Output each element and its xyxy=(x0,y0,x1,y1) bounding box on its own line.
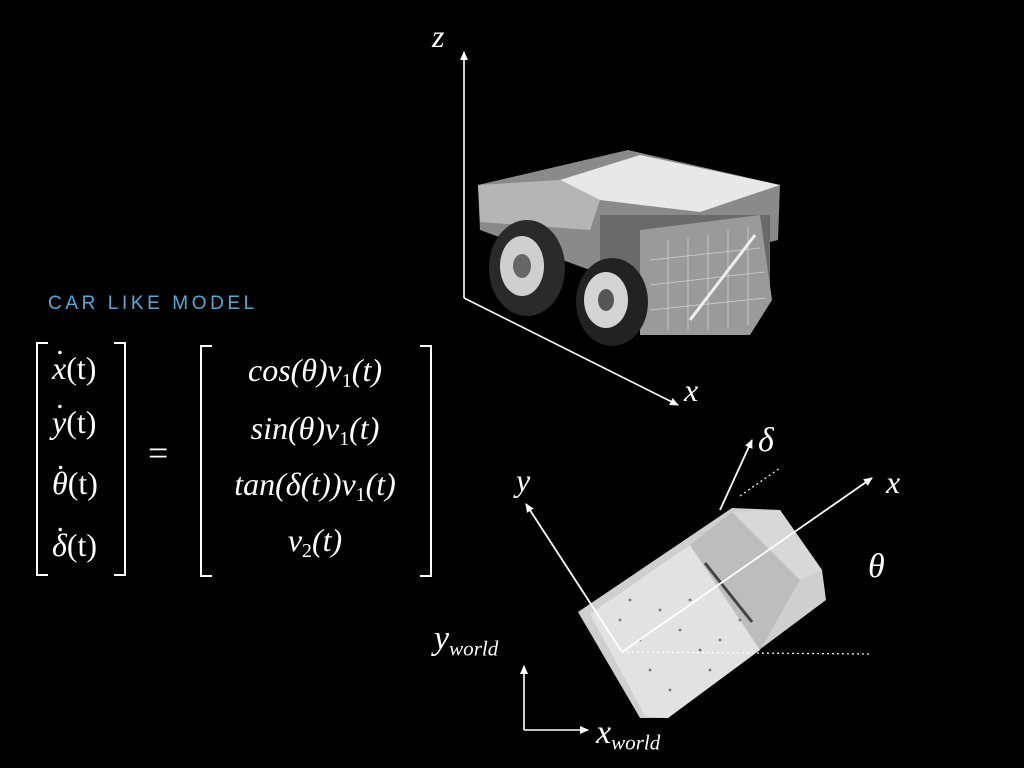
x-axis-3d xyxy=(463,297,679,406)
y-world-label: yworld xyxy=(434,620,499,661)
state-delta-dot: δ(t) xyxy=(52,527,97,564)
rhs-row-2: sin(θ)v1(t) xyxy=(250,410,380,450)
rhs-row-1: cos(θ)v1(t) xyxy=(247,352,382,392)
state-theta-dot: θ(t) xyxy=(52,465,98,502)
model-title: CAR LIKE MODEL xyxy=(48,293,258,314)
right-vector-right-bracket xyxy=(420,345,432,577)
x-axis-body-label: x xyxy=(886,464,901,500)
x-axis-body xyxy=(621,477,873,653)
right-vector-left-bracket xyxy=(200,345,212,577)
steering-arrow xyxy=(719,439,753,511)
left-vector-right-bracket xyxy=(114,342,126,576)
rhs-row-4: v2(t) xyxy=(287,522,343,562)
delta-label: δ xyxy=(758,422,774,459)
z-axis-label: z xyxy=(432,18,445,54)
state-y-dot: y(t) xyxy=(52,404,96,441)
y-axis-body-label: y xyxy=(516,462,531,498)
haul-truck-top-image xyxy=(578,508,826,718)
left-vector-left-bracket xyxy=(36,342,48,576)
steering-reference-line xyxy=(739,467,781,497)
rhs-row-3: tan(δ(t))v1(t) xyxy=(234,466,396,506)
theta-label: θ xyxy=(868,548,885,585)
state-x-dot: x(t) xyxy=(52,350,96,387)
y-axis-body xyxy=(525,503,623,653)
haul-truck-3d-image xyxy=(478,150,780,346)
equals-sign: = xyxy=(148,433,169,473)
x-world-label: xworld xyxy=(596,714,661,755)
x-axis-3d-label: x xyxy=(684,372,699,408)
theta-reference-line xyxy=(621,651,873,655)
